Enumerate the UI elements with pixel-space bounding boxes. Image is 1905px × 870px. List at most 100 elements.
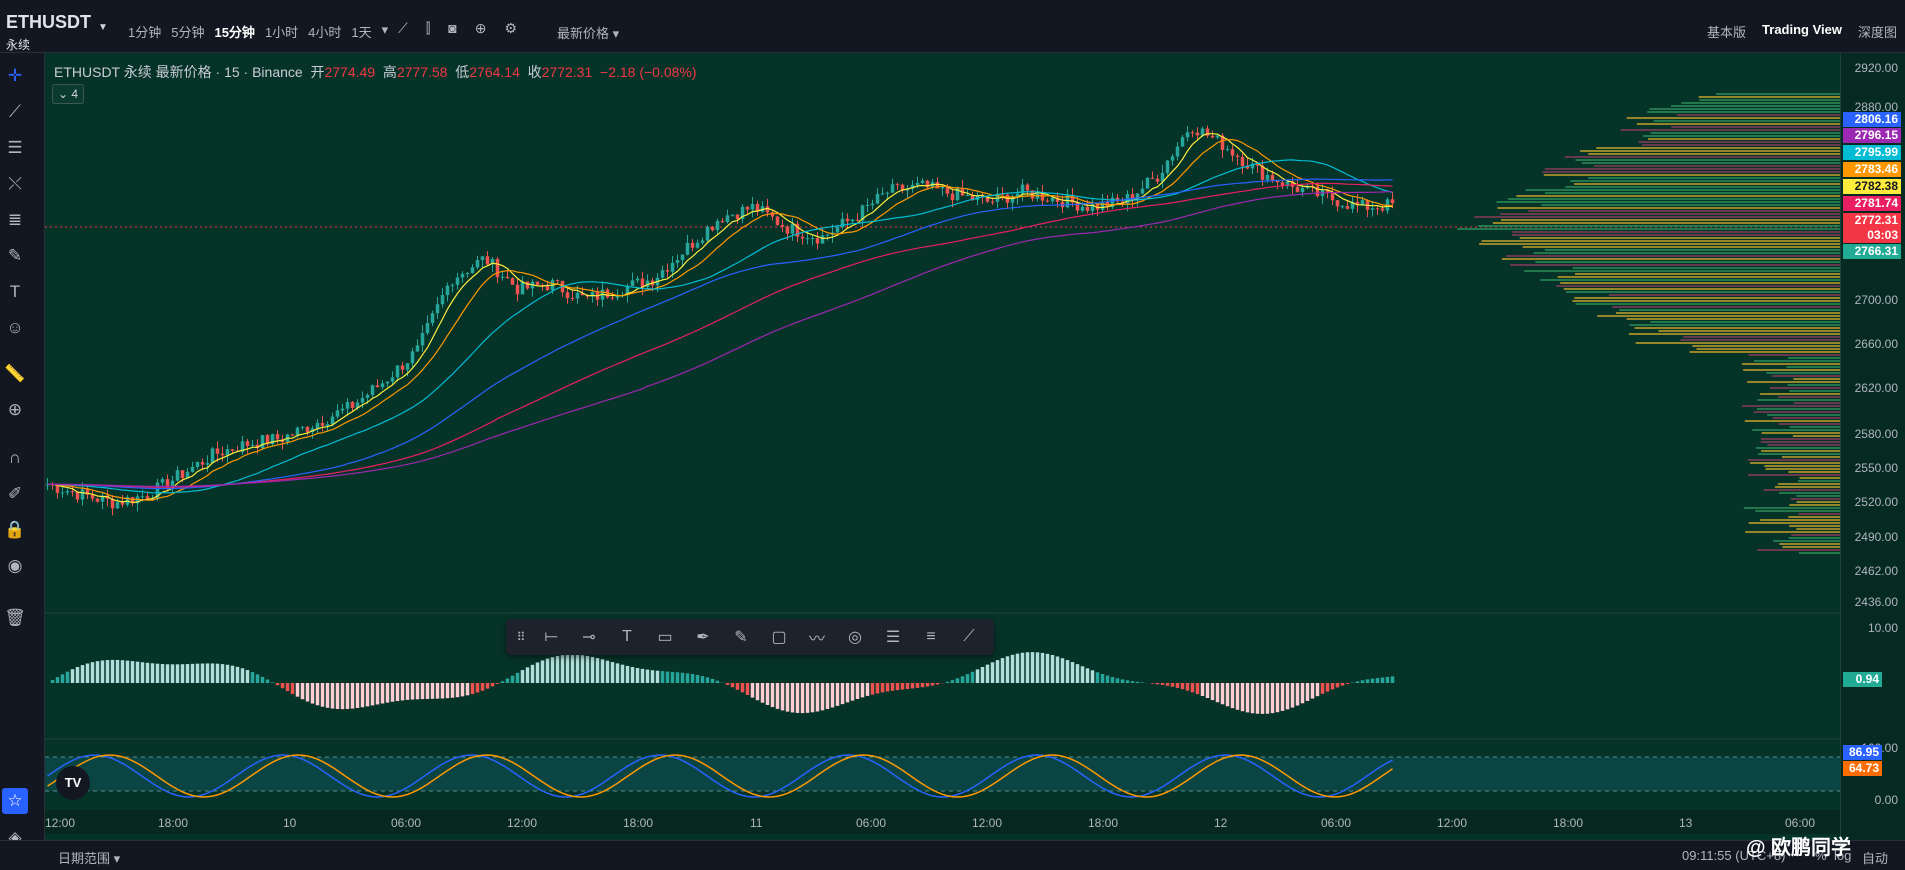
interval-5m[interactable]: 5分钟: [171, 22, 204, 41]
price-type-dropdown[interactable]: 最新价格 ▾: [557, 23, 619, 42]
macd-bar: [236, 667, 240, 683]
line-tool-icon[interactable]: ⟝: [538, 628, 564, 646]
ray-tool-icon[interactable]: ⊸: [576, 627, 602, 647]
volume-profile-bar: [1757, 408, 1840, 410]
candle-body: [521, 281, 525, 294]
candle-body: [1376, 208, 1380, 209]
rect-tool-icon[interactable]: ▢: [766, 627, 792, 647]
date-range-button[interactable]: 日期范围 ▾: [58, 848, 120, 867]
symbol-dropdown-icon[interactable]: ▼: [98, 22, 108, 33]
brush-icon[interactable]: ✎: [0, 241, 30, 271]
candle-body: [886, 193, 890, 194]
emoji-icon[interactable]: ☺: [0, 313, 30, 343]
lock-icon[interactable]: 🔒: [0, 515, 30, 545]
candle-body: [486, 256, 490, 264]
macd-bar: [461, 683, 465, 696]
candle-style-icon[interactable]: ⫿: [426, 20, 430, 37]
macd-bar: [851, 683, 855, 701]
candle-body: [431, 313, 435, 323]
indicator-collapse-button[interactable]: ⌄ 4: [52, 84, 84, 104]
candle-body: [546, 286, 550, 290]
pattern-icon[interactable]: ⤬: [0, 169, 30, 199]
fib-icon[interactable]: ≣: [0, 205, 30, 235]
volume-profile-bar: [1743, 369, 1840, 371]
view-depth[interactable]: 深度图: [1858, 22, 1897, 41]
macd-bar: [1346, 683, 1350, 684]
candle-body: [461, 274, 465, 278]
macd-bar: [706, 677, 710, 683]
pen-tool-icon[interactable]: ✒: [690, 627, 716, 647]
interval-1m[interactable]: 1分钟: [128, 22, 161, 41]
volume-profile-bar: [1541, 204, 1840, 206]
volume-profile-bar: [1497, 207, 1840, 209]
volume-profile-bar: [1773, 540, 1840, 542]
macd-bar: [661, 671, 665, 683]
macd-bar: [811, 683, 815, 712]
macd-bar: [1036, 652, 1040, 683]
eye-icon[interactable]: ◉: [0, 551, 30, 581]
candle-body: [301, 427, 305, 428]
magnet-icon[interactable]: ∩: [0, 443, 30, 473]
crosshair-icon[interactable]: ✛: [0, 61, 30, 91]
legend-open: 2774.49: [324, 64, 375, 80]
camera-icon[interactable]: ◙: [448, 20, 456, 37]
interval-1d[interactable]: 1天: [351, 22, 371, 41]
candle-body: [401, 366, 405, 370]
macd-bar: [91, 662, 95, 683]
trendline-icon[interactable]: ⟋: [0, 97, 30, 127]
lock-drawing-icon[interactable]: ✐: [0, 479, 30, 509]
path-tool-icon[interactable]: 〰: [804, 625, 830, 649]
symbol-name[interactable]: ETHUSDT: [6, 12, 91, 33]
measure-tool-icon[interactable]: ⟋: [956, 628, 982, 646]
indicators-icon[interactable]: ⟋: [398, 20, 408, 37]
macd-bar: [606, 661, 610, 683]
candle-body: [916, 183, 920, 185]
gear-icon[interactable]: ⚙: [505, 20, 518, 37]
text-icon[interactable]: T: [0, 277, 30, 307]
brush-tool-icon[interactable]: ✎: [728, 627, 754, 647]
zoom-icon[interactable]: ⊕: [0, 395, 30, 425]
interval-1h[interactable]: 1小时: [265, 22, 298, 41]
auto-toggle[interactable]: 自动: [1862, 848, 1888, 867]
time-axis[interactable]: 12:00 18:00 10 06:00 12:00 18:00 11 06:0…: [45, 810, 1840, 834]
candle-body: [1051, 198, 1055, 202]
candle-body: [1181, 137, 1185, 146]
macd-bar: [511, 676, 515, 683]
favorite-star-icon[interactable]: ☆: [2, 788, 28, 814]
macd-bar: [1076, 664, 1080, 683]
add-icon[interactable]: ⊕: [475, 20, 487, 37]
macd-bar: [61, 674, 65, 683]
interval-4h[interactable]: 4小时: [308, 22, 341, 41]
ma-label: 2781.74: [1843, 196, 1901, 211]
fib-tool-icon[interactable]: ☰: [880, 627, 906, 647]
macd-bar: [261, 677, 265, 683]
time-tick: 10: [283, 816, 296, 830]
candle-body: [476, 260, 480, 267]
drag-handle-icon[interactable]: ⠿: [516, 630, 526, 644]
channel-tool-icon[interactable]: ≡: [918, 628, 944, 646]
volume-profile-bar: [1767, 444, 1840, 446]
ruler-icon[interactable]: 📏: [0, 359, 30, 389]
view-tradingview[interactable]: Trading View: [1762, 22, 1842, 41]
interval-more-icon[interactable]: ▾: [382, 22, 389, 41]
trash-icon[interactable]: 🗑: [0, 603, 30, 633]
macd-bar: [1216, 683, 1220, 702]
callout-tool-icon[interactable]: ▭: [652, 627, 678, 647]
horizontal-lines-icon[interactable]: ☰: [0, 133, 30, 163]
chart-plot-area[interactable]: [45, 53, 1840, 840]
interval-15m[interactable]: 15分钟: [214, 22, 254, 41]
macd-bar: [1316, 683, 1320, 696]
candle-body: [1196, 133, 1200, 136]
candle-body: [426, 323, 430, 333]
circle-tool-icon[interactable]: ◎: [842, 627, 868, 647]
tradingview-logo[interactable]: TV: [56, 766, 90, 800]
candle-body: [341, 409, 345, 411]
volume-profile-bar: [1764, 489, 1840, 491]
volume-profile-bar: [1556, 285, 1840, 287]
volume-profile-bar: [1544, 174, 1840, 176]
price-tick: 2920.00: [1855, 61, 1898, 75]
price-axis[interactable]: 2920.00 2880.00 2700.00 2660.00 2620.00 …: [1840, 53, 1905, 840]
macd-value-label: 0.94: [1843, 672, 1882, 687]
text-tool-icon[interactable]: T: [614, 628, 640, 646]
view-basic[interactable]: 基本版: [1707, 22, 1746, 41]
